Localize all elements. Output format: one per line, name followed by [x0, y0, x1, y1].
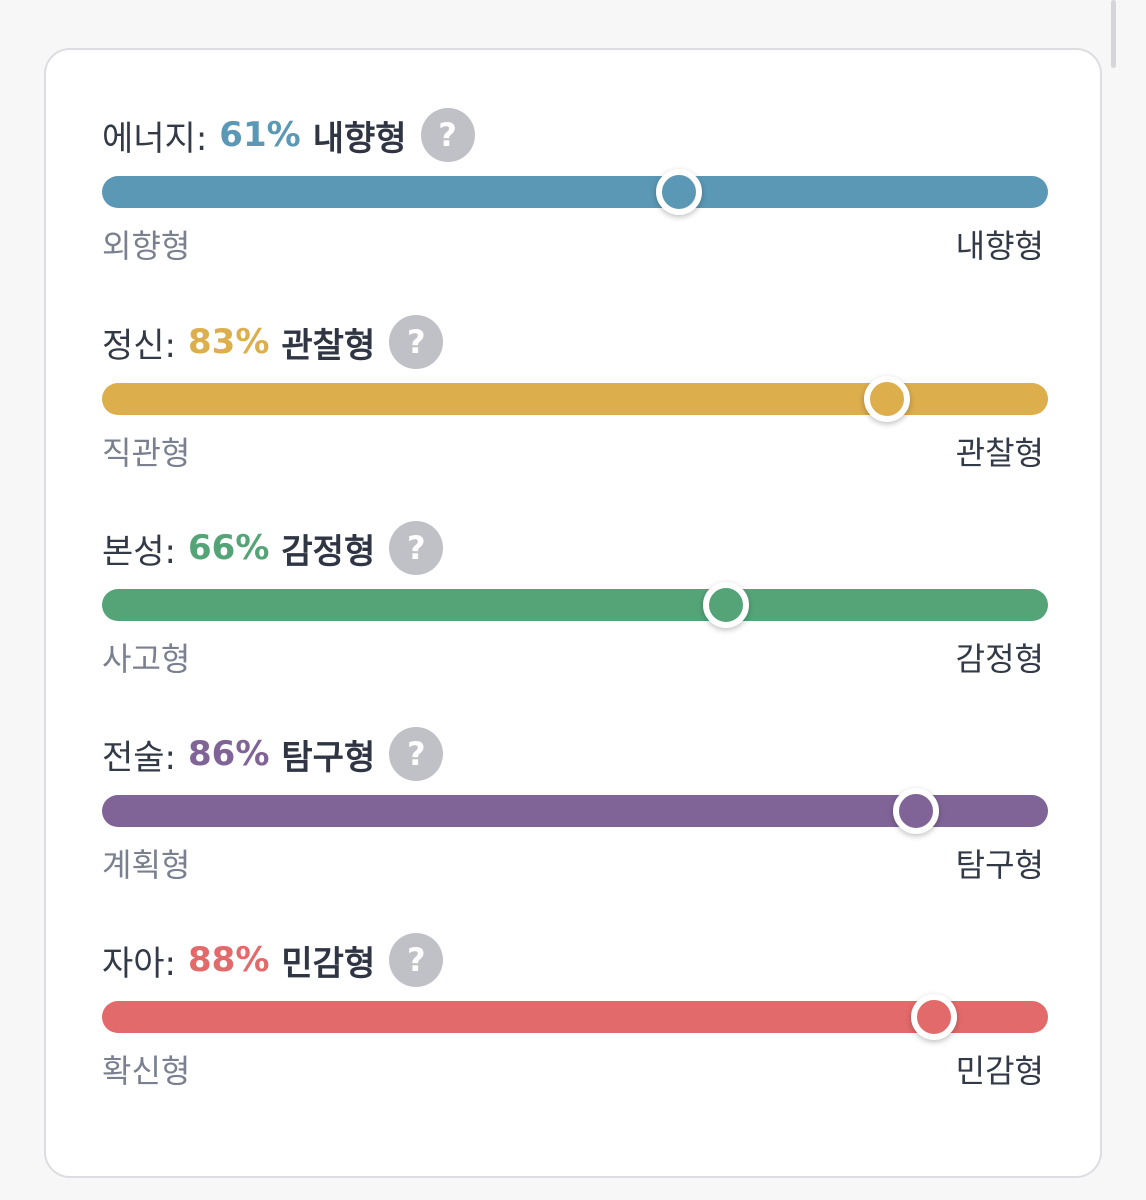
help-icon[interactable]: ? — [420, 108, 475, 162]
trait-slider-thumb — [703, 582, 750, 628]
trait-mind: 정신: 83% 관찰형 ? 직관형 관찰형 — [46, 257, 1100, 472]
trait-name: 에너지: — [102, 118, 208, 159]
trait-type: 감정형 — [281, 531, 376, 572]
trait-type: 민감형 — [281, 943, 376, 984]
help-icon[interactable]: ? — [389, 521, 444, 575]
trait-slider-track — [102, 376, 1048, 422]
trait-percent: 66% — [188, 528, 270, 568]
trait-percent: 88% — [188, 940, 270, 980]
trait-energy: 에너지: 61% 내향형 ? 외향형 내향형 — [46, 50, 1100, 265]
trait-name: 본성: — [102, 531, 177, 572]
trait-header: 에너지: 61% 내향형 ? — [102, 108, 475, 162]
trait-right-label: 민감형 — [955, 1052, 1044, 1090]
trait-left-label: 사고형 — [102, 640, 191, 678]
trait-left-label: 외향형 — [102, 227, 191, 265]
trait-nature: 본성: 66% 감정형 ? 사고형 감정형 — [46, 463, 1100, 678]
trait-type: 관찰형 — [281, 325, 376, 366]
trait-percent: 86% — [188, 734, 270, 774]
trait-percent: 83% — [188, 322, 270, 362]
trait-name: 정신: — [102, 325, 177, 366]
trait-right-label: 감정형 — [955, 640, 1044, 678]
trait-slider-track — [102, 169, 1048, 215]
trait-slider-track — [102, 788, 1048, 834]
trait-type: 탐구형 — [281, 737, 376, 778]
trait-right-label: 내향형 — [955, 227, 1044, 265]
trait-header: 자아: 88% 민감형 ? — [102, 933, 444, 987]
trait-slider-track — [102, 994, 1048, 1040]
help-icon[interactable]: ? — [389, 315, 444, 369]
trait-tactics: 전술: 86% 탐구형 ? 계획형 탐구형 — [46, 669, 1100, 884]
trait-identity: 자아: 88% 민감형 ? 확신형 민감형 — [46, 875, 1100, 1090]
trait-name: 자아: — [102, 943, 177, 984]
scrollbar-thumb[interactable] — [1111, 0, 1116, 68]
trait-percent: 61% — [219, 115, 301, 155]
trait-slider-thumb — [864, 376, 911, 422]
trait-left-label: 계획형 — [102, 846, 191, 884]
trait-name: 전술: — [102, 737, 177, 778]
trait-slider-thumb — [892, 788, 939, 834]
trait-slider-thumb — [656, 169, 703, 215]
help-icon[interactable]: ? — [389, 933, 444, 987]
trait-left-label: 확신형 — [102, 1052, 191, 1090]
trait-type: 내향형 — [312, 118, 407, 159]
trait-slider-track — [102, 582, 1048, 628]
personality-traits-card: 에너지: 61% 내향형 ? 외향형 내향형 정신: 83% 관찰형 ? 직관형… — [44, 48, 1102, 1178]
trait-header: 정신: 83% 관찰형 ? — [102, 315, 444, 369]
help-icon[interactable]: ? — [389, 727, 444, 781]
trait-left-label: 직관형 — [102, 434, 191, 472]
trait-header: 전술: 86% 탐구형 ? — [102, 727, 444, 781]
trait-header: 본성: 66% 감정형 ? — [102, 521, 444, 575]
trait-slider-thumb — [911, 994, 958, 1040]
trait-right-label: 탐구형 — [955, 846, 1044, 884]
trait-right-label: 관찰형 — [955, 434, 1044, 472]
